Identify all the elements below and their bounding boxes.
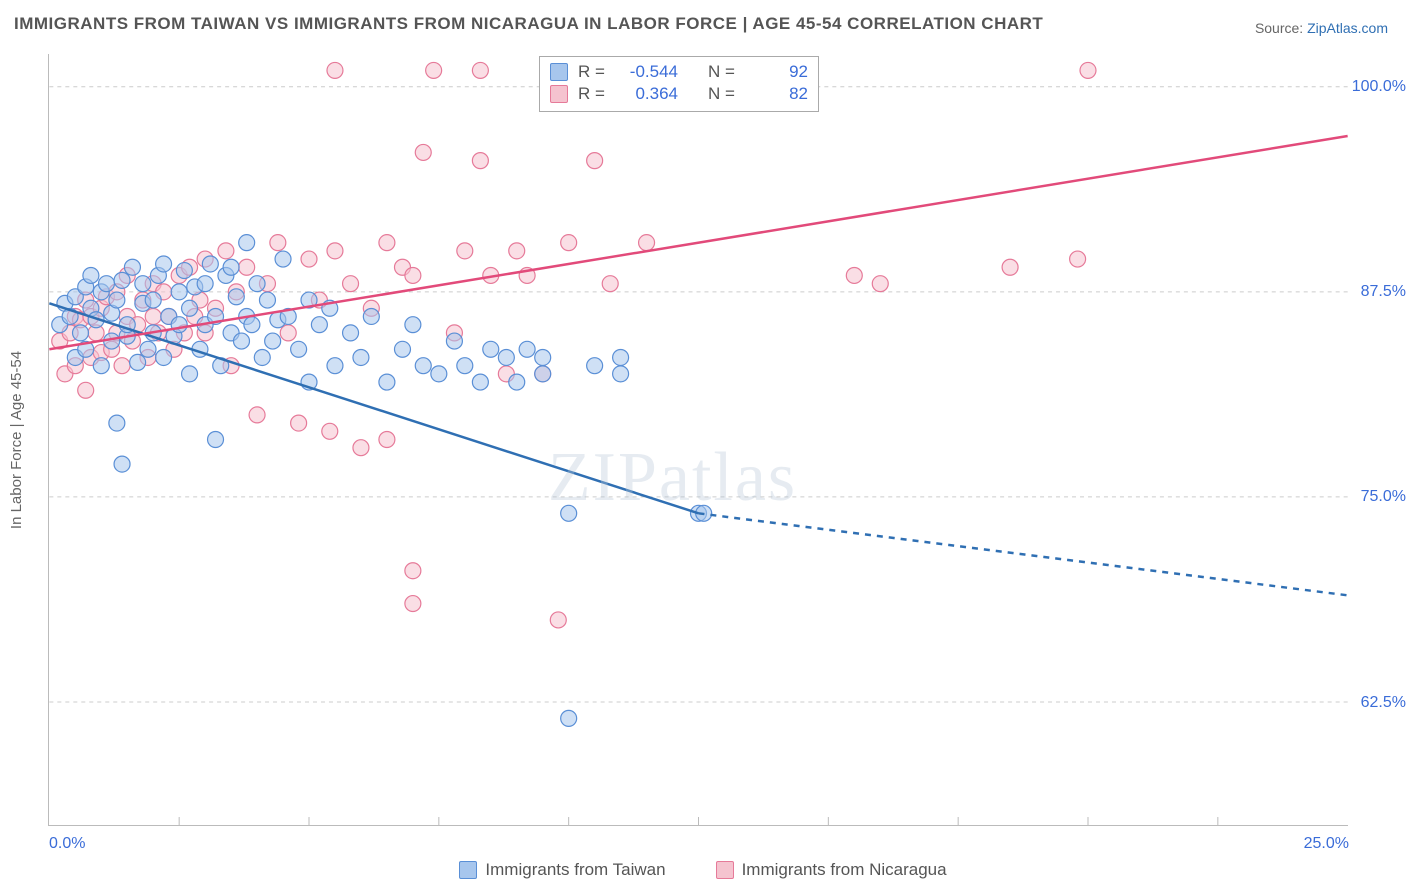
legend-swatch-nicaragua <box>550 85 568 103</box>
source-prefix: Source: <box>1255 20 1307 36</box>
legend-swatch-nicaragua-bottom <box>716 861 734 879</box>
legend-label-nicaragua: Immigrants from Nicaragua <box>742 860 947 880</box>
series-legend: Immigrants from Taiwan Immigrants from N… <box>0 860 1406 880</box>
r-value-nicaragua: 0.364 <box>618 83 678 105</box>
r-label: R = <box>578 83 608 105</box>
chart-title: IMMIGRANTS FROM TAIWAN VS IMMIGRANTS FRO… <box>14 14 1043 34</box>
legend-item-taiwan: Immigrants from Taiwan <box>459 860 665 880</box>
chart-plot-area: R = -0.544 N = 92 R = 0.364 N = 82 ZIPat… <box>48 54 1348 826</box>
source-attribution: Source: ZipAtlas.com <box>1255 20 1388 36</box>
legend-item-nicaragua: Immigrants from Nicaragua <box>716 860 947 880</box>
y-tick-label: 87.5% <box>1361 283 1406 301</box>
legend-row-nicaragua: R = 0.364 N = 82 <box>550 83 808 105</box>
y-tick-label: 75.0% <box>1361 488 1406 506</box>
legend-row-taiwan: R = -0.544 N = 92 <box>550 61 808 83</box>
legend-swatch-taiwan <box>550 63 568 81</box>
r-label: R = <box>578 61 608 83</box>
n-label: N = <box>708 83 738 105</box>
n-label: N = <box>708 61 738 83</box>
y-tick-label: 100.0% <box>1352 78 1406 96</box>
legend-label-taiwan: Immigrants from Taiwan <box>485 860 665 880</box>
chart-svg <box>49 54 1348 825</box>
y-tick-label: 62.5% <box>1361 694 1406 712</box>
r-value-taiwan: -0.544 <box>618 61 678 83</box>
x-tick-label: 25.0% <box>1304 835 1349 853</box>
x-tick-label: 0.0% <box>49 835 85 853</box>
correlation-legend: R = -0.544 N = 92 R = 0.364 N = 82 <box>539 56 819 112</box>
source-link[interactable]: ZipAtlas.com <box>1307 20 1388 36</box>
legend-swatch-taiwan-bottom <box>459 861 477 879</box>
n-value-taiwan: 92 <box>748 61 808 83</box>
y-axis-label: In Labor Force | Age 45-54 <box>8 351 25 529</box>
n-value-nicaragua: 82 <box>748 83 808 105</box>
